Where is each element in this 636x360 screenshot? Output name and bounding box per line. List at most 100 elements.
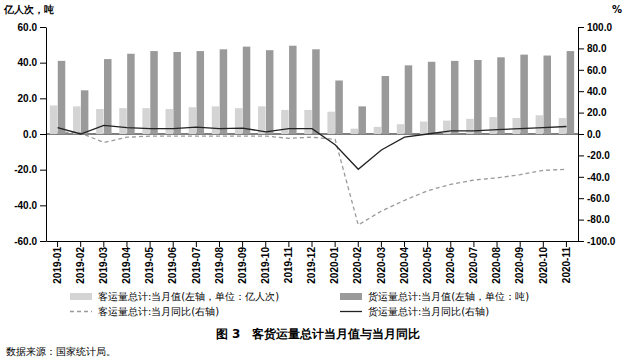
legend-label: 客运量总计:当月同比(右轴): [98, 306, 219, 317]
bar: [173, 52, 181, 134]
x-tick-label: 2019-06: [167, 247, 178, 284]
y2-tick: 0.0: [578, 129, 601, 140]
x-tick: 2019-06: [167, 241, 178, 284]
y2-tick-label: -60.0: [587, 193, 610, 204]
bar: [304, 110, 312, 134]
legend-swatch: [340, 311, 362, 312]
y2-tick: 100.0: [578, 22, 612, 33]
x-tick-label: 2019-07: [191, 247, 202, 284]
x-tick-mark: [173, 241, 174, 247]
y-tick-label: -60.0: [14, 236, 37, 247]
y-tick-label: 20.0: [18, 93, 38, 104]
line: [58, 125, 567, 169]
y2-tick-mark: [578, 134, 584, 135]
bar: [235, 108, 243, 134]
x-tick-label: 2020-09: [514, 247, 525, 284]
y-tick: 60.0: [18, 22, 46, 33]
legend-label: 货运量总计:当月同比(右轴): [368, 306, 489, 317]
y-tick: 40.0: [18, 57, 46, 68]
x-tick-mark: [497, 241, 498, 247]
x-tick-mark: [473, 241, 474, 247]
bar: [220, 49, 228, 134]
x-tick: 2020-03: [376, 241, 387, 284]
plot: -60.0-40.0-20.00.020.040.060.0-100.0-80.…: [14, 22, 616, 284]
x-tick-mark: [427, 241, 428, 247]
legend: 客运量总计:当月值(左轴，单位：亿人次)货运量总计:当月值(左轴，单位：吨)客运…: [70, 291, 529, 317]
bar: [96, 109, 104, 134]
x-tick-mark: [566, 241, 567, 247]
bar: [189, 107, 197, 134]
bar: [428, 62, 436, 134]
x-tick-mark: [288, 241, 289, 247]
y2-tick-mark: [578, 27, 584, 28]
x-tick: 2019-11: [283, 241, 294, 283]
bar: [197, 51, 205, 134]
bar: [73, 106, 81, 134]
x-tick-mark: [103, 241, 104, 247]
x-tick: 2019-08: [214, 241, 225, 284]
bar: [289, 46, 297, 134]
x-tick-mark: [126, 241, 127, 247]
x-tick: 2020-05: [422, 241, 433, 284]
x-tick: 2020-06: [445, 241, 456, 284]
y-axis: -60.0-40.0-20.00.020.040.060.0: [14, 22, 46, 247]
y2-tick-label: -100.0: [587, 236, 616, 247]
x-tick: 2019-07: [191, 241, 202, 284]
y2-tick-mark: [578, 177, 584, 178]
y-tick-label: 0.0: [23, 129, 37, 140]
legend-swatch: [340, 293, 362, 300]
x-axis: 2019-012019-022019-032019-042019-052019-…: [47, 241, 579, 284]
y2-tick: 60.0: [578, 65, 607, 76]
x-tick-label: 2020-11: [561, 247, 572, 284]
bar: [520, 55, 528, 134]
x-tick: 2020-11: [561, 241, 572, 283]
bar: [243, 47, 251, 134]
bar: [50, 105, 58, 134]
x-tick-label: 2019-09: [237, 247, 248, 284]
bar: [312, 49, 320, 134]
bar: [374, 127, 382, 134]
y-tick: 20.0: [18, 93, 46, 104]
x-tick-label: 2020-05: [422, 247, 433, 284]
y2-tick-label: 80.0: [587, 43, 607, 54]
bar: [258, 106, 266, 134]
bar: [166, 109, 174, 134]
x-tick-mark: [312, 241, 313, 247]
y2-tick: -80.0: [578, 214, 610, 225]
x-tick-mark: [265, 241, 266, 247]
x-tick: 2020-02: [352, 241, 363, 284]
y2-tick-mark: [578, 91, 584, 92]
x-tick: 2019-02: [75, 241, 86, 284]
y2-tick-label: -40.0: [587, 172, 610, 183]
y2-tick-label: 100.0: [587, 22, 612, 33]
x-tick: 2020-04: [399, 241, 410, 284]
y-tick-label: 40.0: [18, 57, 38, 68]
x-tick: 2019-01: [52, 241, 63, 284]
y2-tick-label: -80.0: [587, 214, 610, 225]
x-tick: 2019-10: [260, 241, 271, 284]
y-tick-mark: [40, 170, 46, 171]
bar: [358, 106, 366, 134]
x-tick-label: 2019-08: [214, 247, 225, 284]
x-tick-label: 2019-12: [306, 247, 317, 284]
x-tick: 2020-10: [538, 241, 549, 284]
legend-label: 货运量总计:当月值(左轴，单位：吨): [368, 291, 529, 302]
x-tick-mark: [335, 241, 336, 247]
chart: -60.0-40.0-20.00.020.040.060.0-100.0-80.…: [0, 0, 636, 360]
bar: [567, 51, 575, 134]
y2-tick: -100.0: [578, 236, 616, 247]
bar: [281, 110, 289, 134]
y2-tick: -40.0: [578, 172, 610, 183]
y-tick-label: -40.0: [14, 200, 37, 211]
x-tick-mark: [450, 241, 451, 247]
x-tick-mark: [358, 241, 359, 247]
x-tick-mark: [543, 241, 544, 247]
x-tick: 2019-09: [237, 241, 248, 284]
y2-tick: 80.0: [578, 43, 607, 54]
x-tick: 2019-03: [98, 241, 109, 284]
bar: [405, 65, 413, 134]
bar: [327, 112, 335, 134]
x-tick-label: 2019-04: [121, 247, 132, 284]
x-tick-label: 2019-03: [98, 247, 109, 284]
x-tick: 2020-09: [514, 241, 525, 284]
